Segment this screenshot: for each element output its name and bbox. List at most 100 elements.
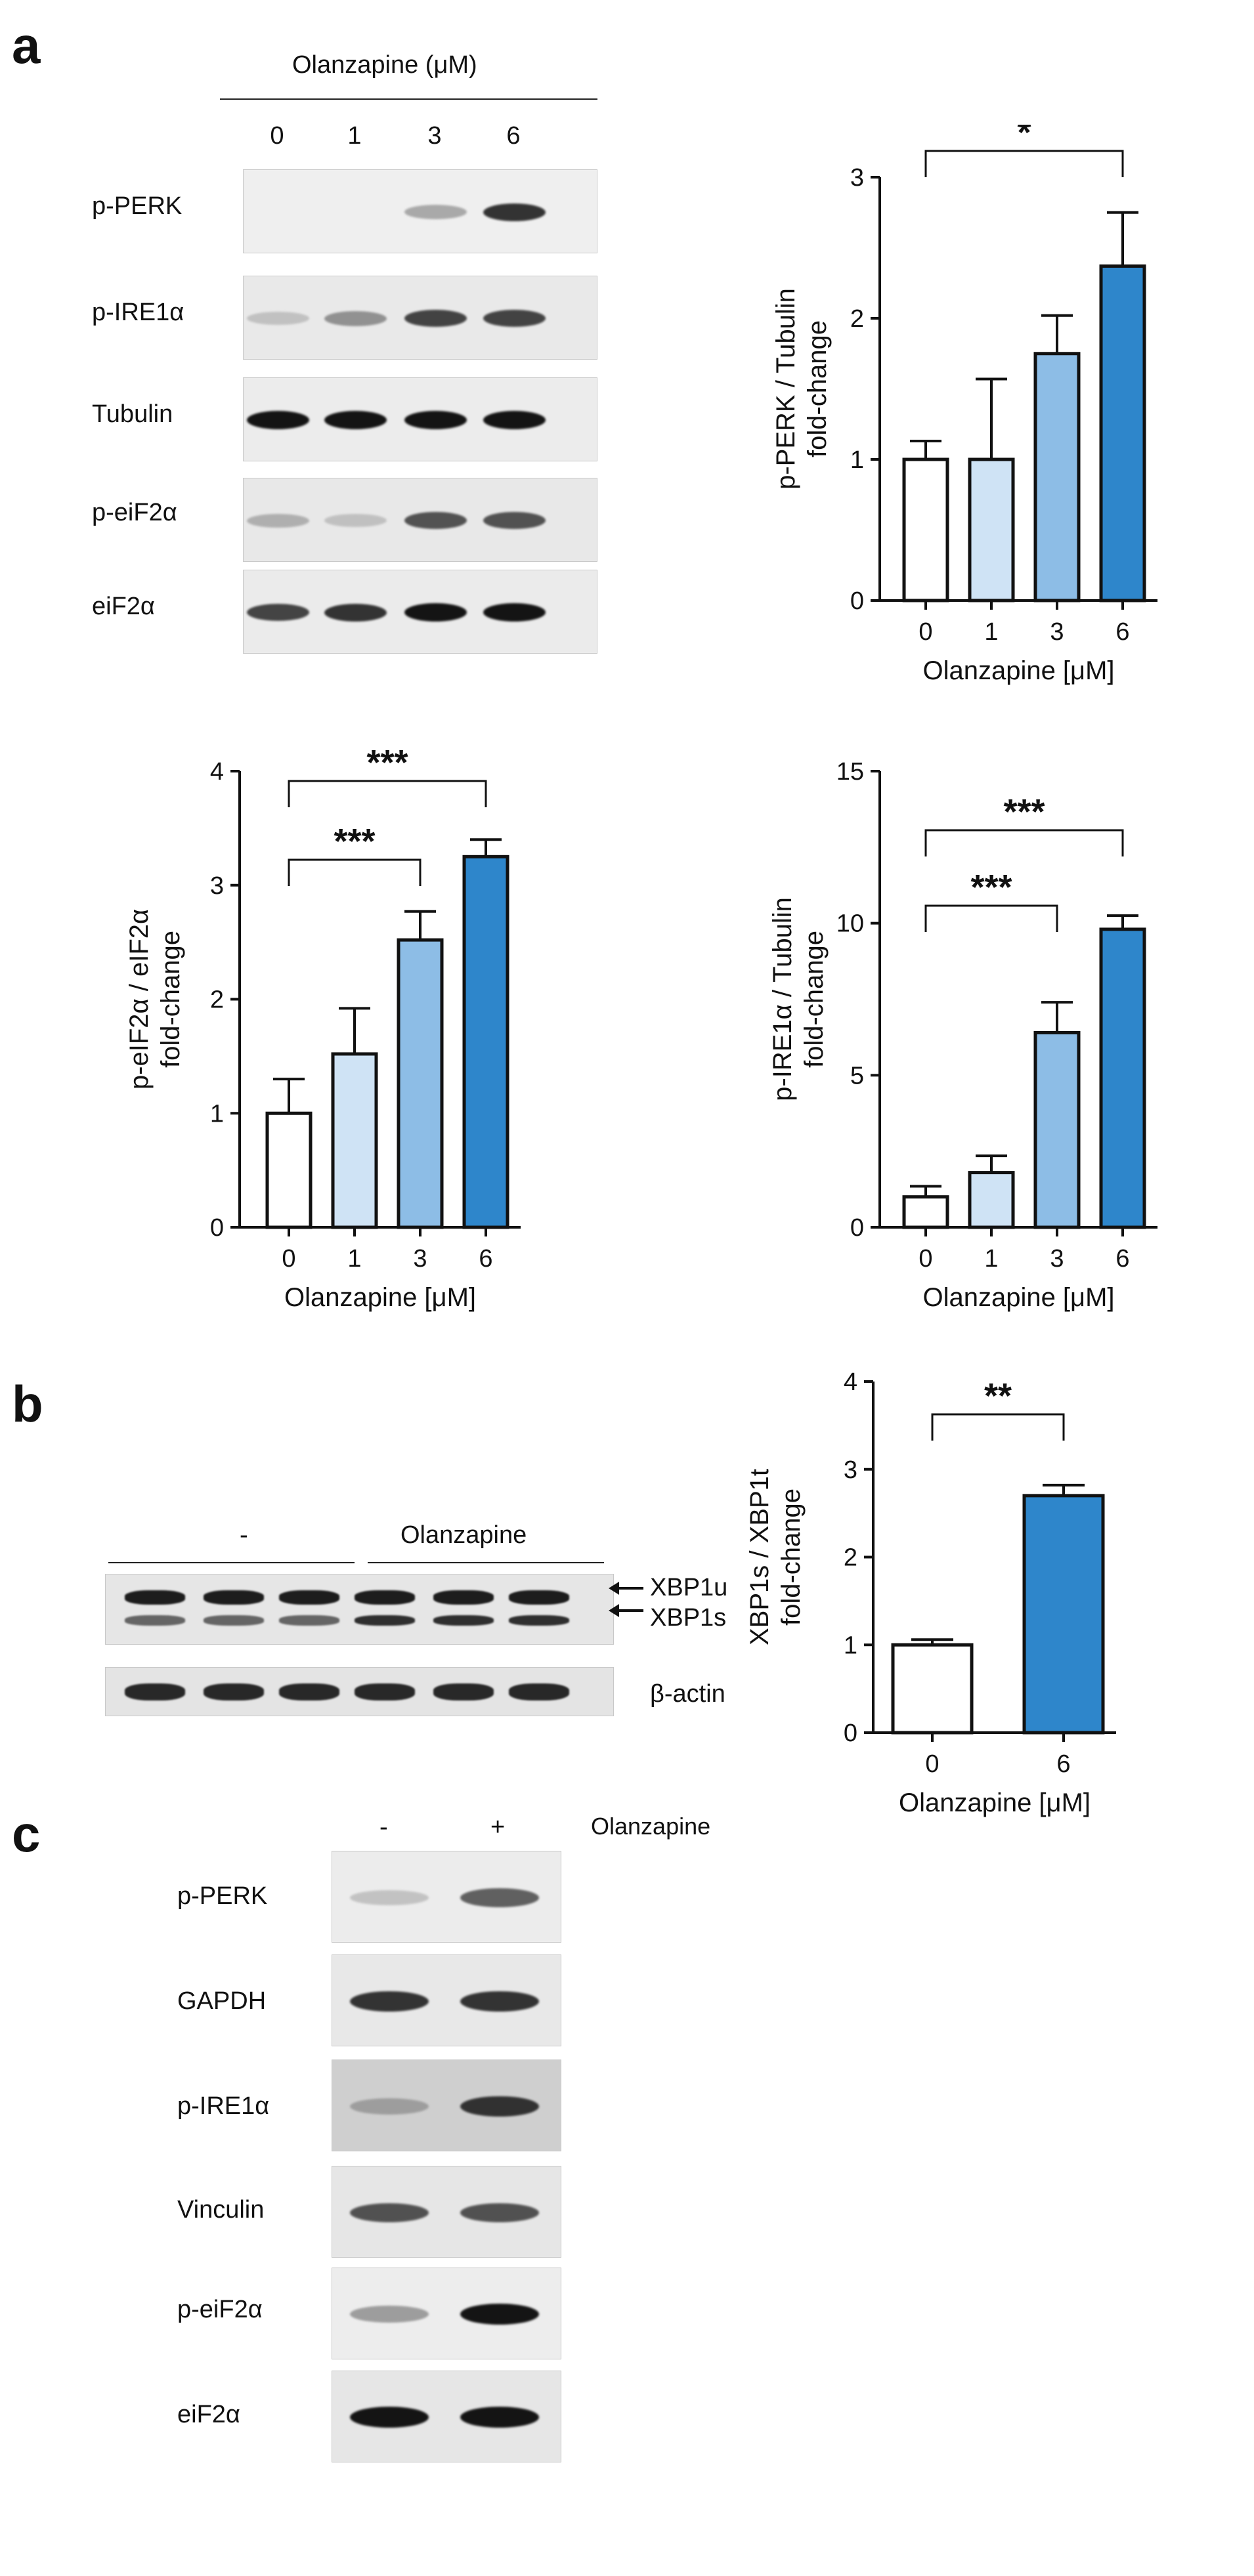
- gel-band: [509, 1615, 569, 1626]
- blot-band: [404, 205, 467, 219]
- blot-c-row-label: p-PERK: [177, 1882, 268, 1910]
- significance-bracket: [288, 780, 487, 807]
- blot-band: [350, 2306, 429, 2323]
- gel-band: [355, 1590, 415, 1605]
- blot-band: [460, 1888, 539, 1907]
- x-tick-label: 6: [1115, 1245, 1129, 1273]
- blot-band: [460, 2096, 539, 2117]
- x-tick-label: 0: [919, 618, 932, 646]
- bar: [968, 457, 1015, 602]
- y-axis-label: fold-change: [803, 320, 832, 457]
- significance-label: ***: [970, 868, 1012, 907]
- x-axis-label: Olanzapine [μM]: [922, 656, 1114, 685]
- bar: [1022, 1494, 1105, 1735]
- blot-c-row-label: Vinculin: [177, 2196, 265, 2224]
- blot-band: [404, 411, 467, 429]
- blot-c-row-label: GAPDH: [177, 1987, 267, 2015]
- blot-band: [350, 1991, 429, 2012]
- bar: [462, 855, 509, 1229]
- significance-bracket: [924, 829, 1124, 856]
- blot-band: [404, 310, 467, 327]
- arrow-icons: [609, 1582, 643, 1617]
- blot-strip: [332, 2268, 561, 2359]
- blot-strip: [243, 478, 597, 562]
- blot-c-row-label: p-eiF2α: [177, 2296, 263, 2323]
- blot-strip: [332, 2059, 561, 2151]
- bar: [902, 1195, 949, 1229]
- gel-strip-actin: [105, 1667, 614, 1716]
- x-axis-label: Olanzapine [μM]: [899, 1788, 1091, 1817]
- bar: [1099, 264, 1146, 602]
- y-tick-label: 2: [210, 986, 224, 1014]
- blot-a-row-label: eiF2α: [92, 593, 155, 620]
- blot-strip: [243, 169, 597, 253]
- x-axis-label: Olanzapine [μM]: [922, 1283, 1114, 1312]
- y-tick-label: 2: [850, 305, 864, 333]
- y-tick-label: 0: [844, 1720, 857, 1747]
- gel-label-xbp1s: XBP1s: [650, 1604, 727, 1632]
- chart-eif2a: 0 1 2 3 4 p-eIF2α / eIF2α fold-change 0 1 3 6Olanz…: [125, 743, 521, 1312]
- blot-b-rule-minus: [108, 1562, 355, 1563]
- y-tick-label: 0: [850, 587, 864, 615]
- bar: [1033, 352, 1081, 602]
- blot-a-row-label: p-PERK: [92, 192, 183, 220]
- chart-perk: 0 1 2 3 p-PERK / Tubulin fold-change 0 1 3 6Olanz…: [771, 125, 1157, 685]
- blot-c-header-minus: -: [379, 1813, 388, 1841]
- gel-band: [279, 1590, 339, 1605]
- significance-bracket: [931, 1413, 1065, 1441]
- blot-c-row-label: p-IRE1α: [177, 2092, 270, 2120]
- blot-band: [483, 603, 546, 622]
- gel-band: [279, 1615, 339, 1626]
- blot-b-rule-olanzapine: [368, 1562, 604, 1563]
- panel-letter-a: a: [12, 16, 41, 74]
- blot-band: [246, 513, 309, 528]
- blot-strip: [332, 1954, 561, 2046]
- y-tick-label: 1: [850, 446, 864, 474]
- blot-a-lane: 0: [270, 122, 284, 150]
- x-tick-label: 0: [919, 1245, 932, 1273]
- blot-band: [460, 2407, 539, 2428]
- y-tick-label: 3: [210, 872, 224, 900]
- blot-c-header-label: Olanzapine: [591, 1813, 711, 1840]
- blot-band: [324, 310, 387, 326]
- blot-a-lane: 1: [347, 122, 362, 150]
- bar: [968, 1171, 1015, 1229]
- bar: [1033, 1030, 1081, 1229]
- x-tick-label: 1: [984, 1245, 998, 1273]
- y-axis-label: p-PERK / Tubulin: [771, 288, 800, 490]
- chart-xbp1: 0 1 2 3 4 XBP1s / XBP1t fold-change 0 6 Olanzapin…: [745, 1368, 1116, 1817]
- blot-c-header-plus: +: [490, 1813, 506, 1841]
- blot-strip: [243, 377, 597, 461]
- blot-strip: [332, 2371, 561, 2462]
- blot-band: [483, 310, 546, 327]
- gel-band: [125, 1615, 185, 1626]
- y-axis-label: fold-change: [777, 1489, 806, 1626]
- y-tick-label: 5: [850, 1062, 864, 1089]
- blot-b-header-minus: -: [240, 1521, 248, 1549]
- significance-bracket: [924, 150, 1124, 177]
- blot-band: [483, 411, 546, 429]
- gel-band: [433, 1615, 494, 1626]
- gel-band: [204, 1683, 264, 1700]
- x-tick-label: 3: [1050, 618, 1064, 646]
- gel-label-xbp1u: XBP1u: [650, 1574, 728, 1601]
- gel-band: [125, 1590, 185, 1605]
- x-tick-label: 0: [925, 1750, 939, 1778]
- blot-band: [246, 312, 309, 325]
- y-tick-label: 3: [844, 1456, 857, 1484]
- blot-band: [404, 512, 467, 529]
- gel-band: [204, 1615, 264, 1626]
- bar: [265, 1111, 313, 1229]
- x-tick-label: 1: [347, 1245, 361, 1273]
- blot-band: [350, 1890, 429, 1905]
- significance-bracket: [924, 904, 1058, 932]
- blot-band: [404, 603, 467, 622]
- x-tick-label: 3: [1050, 1245, 1064, 1273]
- y-tick-label: 4: [844, 1368, 857, 1396]
- bar: [331, 1052, 378, 1229]
- blot-band: [483, 512, 546, 529]
- significance-label: **: [984, 1376, 1012, 1416]
- blot-a-header: Olanzapine (μM): [292, 51, 477, 79]
- bar: [397, 938, 444, 1229]
- panel-letter-b: b: [12, 1375, 43, 1433]
